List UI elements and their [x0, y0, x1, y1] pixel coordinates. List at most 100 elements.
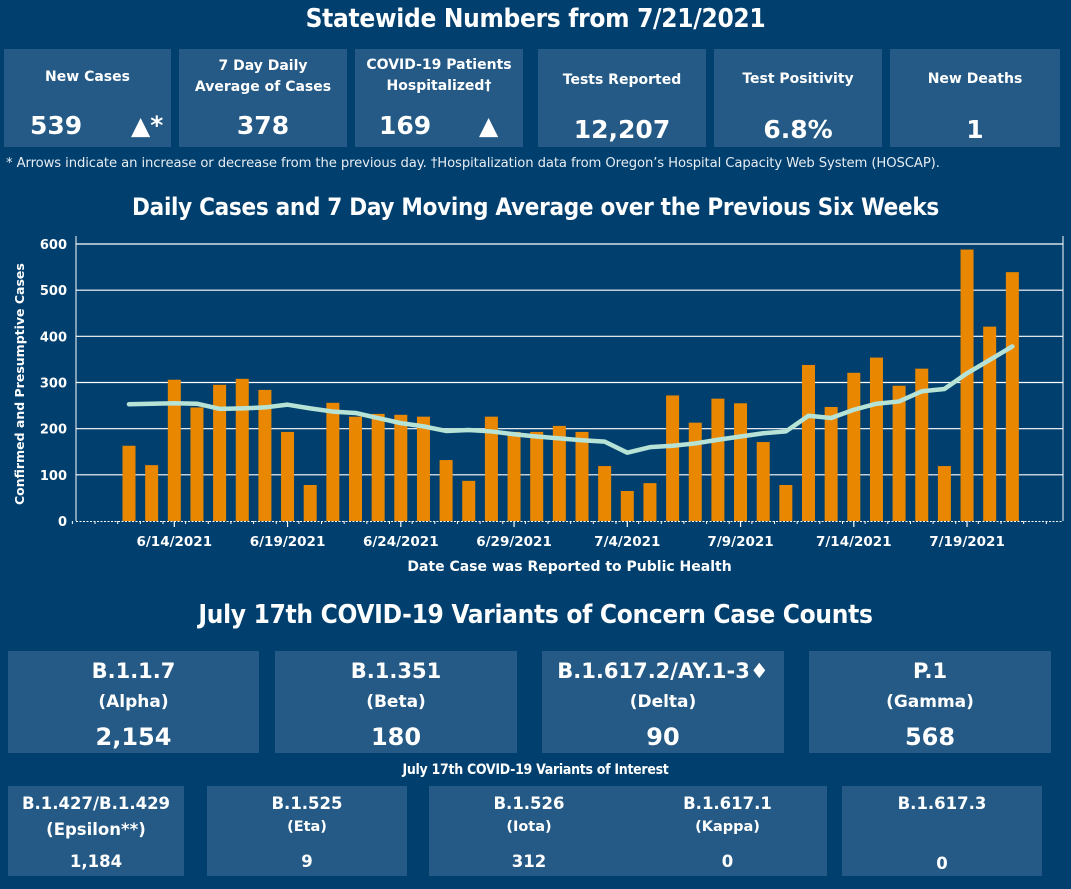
- variant-alias: (Beta): [366, 692, 426, 712]
- y-axis-label: Confirmed and Presumptive Cases: [12, 263, 27, 505]
- x-axis-label: Date Case was Reported to Public Health: [407, 559, 732, 575]
- bar: [326, 402, 340, 521]
- variant-card-iota[interactable]: B.1.526 (Iota) 312: [429, 786, 629, 876]
- variant-count: 9: [301, 852, 313, 871]
- x-tick-label: 6/29/2021: [476, 534, 552, 550]
- bar: [484, 416, 498, 521]
- bar: [235, 378, 249, 521]
- variant-card-delta[interactable]: B.1.617.2/AY.1-3♦ (Delta) 90: [542, 651, 784, 753]
- kpi-label: Tests Reported: [562, 72, 682, 88]
- variant-card-alpha[interactable]: B.1.1.7 (Alpha) 2,154: [8, 651, 259, 753]
- variant-count: 0: [721, 852, 734, 871]
- bar: [847, 372, 861, 521]
- variant-count: 0: [936, 854, 948, 873]
- bar: [983, 326, 997, 521]
- kpi-label: New Deaths: [927, 71, 1023, 87]
- x-tick-label: 7/9/2021: [707, 534, 773, 550]
- variant-alias: (Kappa): [695, 819, 760, 835]
- bar: [303, 484, 317, 521]
- variant-alias: (Alpha): [98, 692, 169, 712]
- variant-card-gamma[interactable]: P.1 (Gamma) 568: [809, 651, 1051, 753]
- bar: [937, 466, 951, 521]
- kpi-value: 169: [379, 111, 432, 140]
- variant-card-eta[interactable]: B.1.525 (Eta) 9: [207, 786, 407, 876]
- bar: [349, 416, 362, 521]
- variant-count: 2,154: [95, 723, 172, 751]
- page-title: Statewide Numbers from 7/21/2021: [305, 4, 766, 34]
- bar: [643, 483, 657, 521]
- bar: [960, 249, 974, 521]
- variant-name: B.1.617.3: [897, 794, 987, 813]
- variant-name: B.1.351: [350, 659, 442, 683]
- variant-name: B.1.525: [271, 794, 343, 813]
- variant-name: B.1.617.1: [683, 794, 772, 813]
- bar: [190, 407, 204, 521]
- variant-count: 312: [511, 852, 547, 871]
- bar: [145, 465, 159, 521]
- kpi-label: COVID-19 Patients Hospitalized†: [366, 57, 512, 94]
- variant-alias: (Gamma): [886, 692, 974, 712]
- x-tick-label: 7/14/2021: [816, 534, 892, 550]
- bar: [892, 385, 906, 521]
- variants-of-interest-title: July 17th COVID-19 Variants of Interest: [402, 762, 669, 778]
- bar-series: [122, 249, 1019, 521]
- kpi-value: 539: [30, 111, 83, 140]
- y-tick-label: 0: [58, 515, 67, 530]
- variant-card-beta[interactable]: B.1.351 (Beta) 180: [275, 651, 517, 753]
- y-tick-label: 400: [40, 330, 67, 345]
- bar: [824, 406, 838, 521]
- y-axis-ticks: 0 100 200 300 400 500 600: [40, 238, 67, 530]
- x-tick-label: 6/19/2021: [250, 534, 326, 550]
- variant-name: B.1.617.2/AY.1-3♦: [557, 659, 769, 683]
- bar: [734, 403, 748, 521]
- bar: [530, 431, 544, 521]
- x-tick-label: 7/19/2021: [929, 534, 1005, 550]
- kpi-label: New Cases: [45, 69, 130, 85]
- moving-average-line: [126, 344, 1015, 455]
- bar: [756, 442, 770, 521]
- variants-of-concern-title: July 17th COVID-19 Variants of Concern C…: [198, 600, 873, 630]
- y-tick-label: 300: [40, 377, 67, 392]
- kpi-new-deaths[interactable]: New Deaths 1: [890, 49, 1060, 147]
- kpi-value: 378: [236, 111, 290, 140]
- bar: [915, 368, 929, 521]
- bar: [688, 422, 702, 521]
- kpi-tests-reported[interactable]: Tests Reported 12,207: [538, 49, 706, 147]
- bar: [779, 484, 793, 521]
- footnote: * Arrows indicate an increase or decreas…: [6, 156, 940, 171]
- kpi-label: Test Positivity: [742, 71, 854, 87]
- bar: [869, 357, 883, 521]
- kpi-new-cases[interactable]: New Cases 539 ▲*: [4, 49, 171, 147]
- x-axis: 6/14/2021 6/19/2021 6/24/2021 6/29/2021 7/4/…: [71, 521, 1063, 550]
- up-arrow-icon: ▲*: [131, 111, 164, 140]
- bar: [575, 431, 589, 521]
- bar: [258, 389, 272, 521]
- variant-alias: (Delta): [629, 692, 697, 712]
- bar: [620, 490, 634, 521]
- kpi-label: 7 Day Daily Average of Cases: [194, 58, 332, 95]
- variant-card-kappa[interactable]: B.1.617.1 (Kappa) 0: [628, 786, 827, 876]
- bar: [213, 384, 227, 521]
- kpi-value: 6.8%: [763, 115, 833, 144]
- y-tick-label: 600: [40, 238, 67, 253]
- kpi-test-positivity[interactable]: Test Positivity 6.8%: [714, 49, 882, 147]
- variant-name: B.1.1.7: [91, 659, 176, 683]
- variant-count: 1,184: [69, 852, 123, 871]
- up-arrow-icon: ▲: [479, 111, 499, 140]
- variant-alias: (Eta): [287, 819, 327, 835]
- variant-count: 90: [646, 723, 680, 751]
- variant-card-b16173[interactable]: B.1.617.3 0: [842, 786, 1042, 876]
- moving-average-series: [126, 344, 1015, 455]
- variant-count: 180: [370, 723, 422, 751]
- variant-card-epsilon[interactable]: B.1.427/B.1.429 (Epsilon**) 1,184: [8, 786, 184, 876]
- kpi-hospitalized[interactable]: COVID-19 Patients Hospitalized† 169 ▲: [355, 49, 523, 147]
- kpi-7day-average[interactable]: 7 Day Daily Average of Cases 378: [179, 49, 347, 147]
- bar: [666, 395, 680, 521]
- variant-alias: (Epsilon**): [46, 820, 146, 839]
- bar: [394, 414, 408, 521]
- y-tick-label: 500: [40, 284, 67, 299]
- bar: [462, 480, 476, 521]
- bar: [711, 398, 725, 521]
- bar: [167, 379, 181, 521]
